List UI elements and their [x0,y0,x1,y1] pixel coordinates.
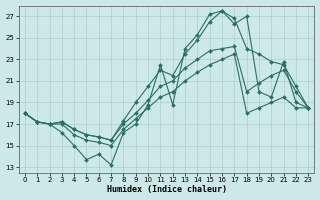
X-axis label: Humidex (Indice chaleur): Humidex (Indice chaleur) [107,185,227,194]
